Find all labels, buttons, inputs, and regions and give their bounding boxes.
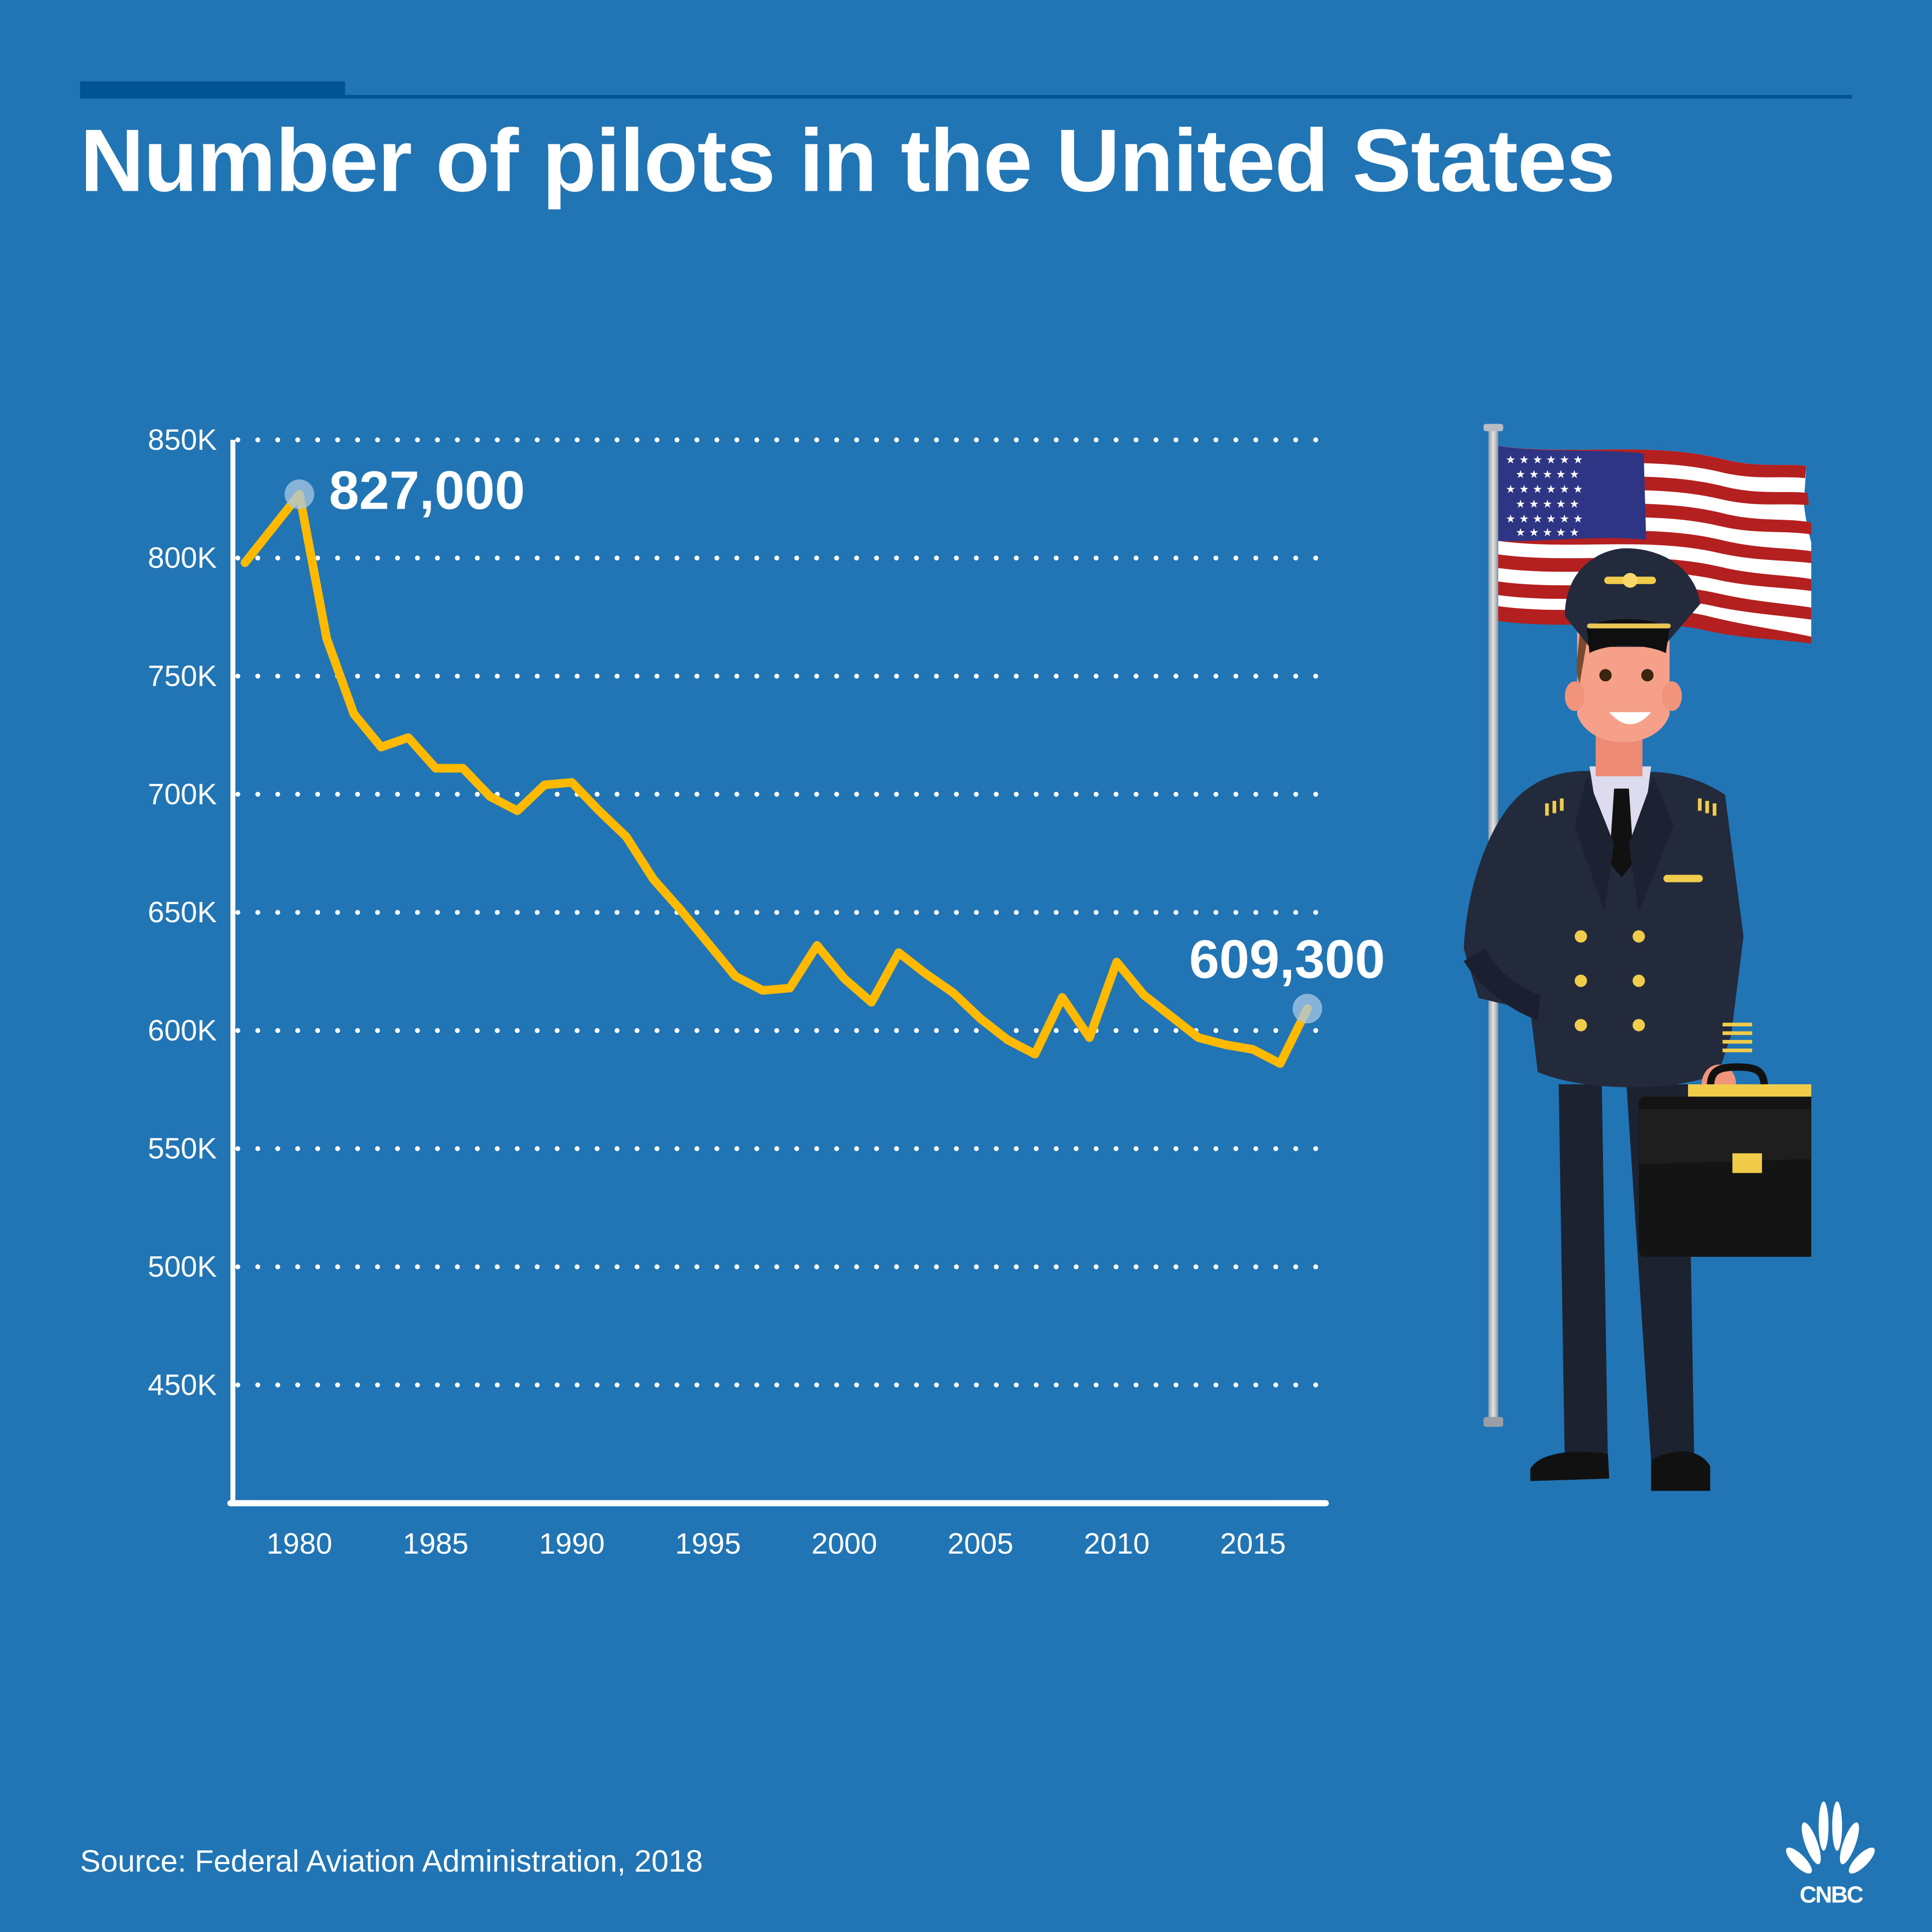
cnbc-wordmark: CNBC [1779, 1883, 1883, 1910]
cnbc-peacock-logo-icon [1779, 1799, 1883, 1881]
y-tick-label: 550K [148, 1133, 217, 1165]
cnbc-logo: CNBC [1779, 1799, 1883, 1910]
y-tick-label: 450K [148, 1369, 217, 1401]
x-tick-labels: 1980 1985 1990 1995 2000 2005 2010 2015 [267, 1527, 1286, 1560]
svg-text:★ ★ ★ ★ ★ ★: ★ ★ ★ ★ ★ ★ [1506, 484, 1583, 496]
svg-text:★ ★ ★ ★ ★: ★ ★ ★ ★ ★ [1515, 498, 1579, 511]
y-tick-label: 700K [148, 778, 217, 811]
svg-text:★ ★ ★ ★ ★ ★: ★ ★ ★ ★ ★ ★ [1506, 513, 1583, 525]
svg-text:★ ★ ★ ★ ★ ★: ★ ★ ★ ★ ★ ★ [1506, 454, 1583, 466]
gridlines [238, 440, 1321, 1385]
highlight-marker [1293, 994, 1322, 1023]
x-tick-label: 1980 [267, 1527, 333, 1560]
annotations: 827,000 609,300 [285, 460, 1385, 1023]
x-tick-label: 1990 [539, 1527, 605, 1560]
y-tick-label: 800K [148, 542, 217, 575]
pilot-icon [1464, 548, 1752, 1491]
x-tick-label: 2010 [1084, 1527, 1150, 1560]
y-tick-label: 600K [148, 1014, 217, 1047]
y-tick-labels: 450K 500K 550K 600K 650K 700K 750K 800K 850K [148, 424, 217, 1401]
y-tick-label: 650K [148, 896, 217, 929]
data-label: 827,000 [329, 460, 525, 521]
y-tick-label: 500K [148, 1250, 217, 1283]
y-tick-label: 750K [148, 660, 217, 692]
x-tick-label: 2005 [947, 1527, 1013, 1560]
x-tick-label: 1985 [403, 1527, 468, 1560]
svg-text:★ ★ ★ ★ ★: ★ ★ ★ ★ ★ [1515, 468, 1579, 481]
x-tick-label: 1995 [675, 1527, 741, 1560]
data-label: 609,300 [1189, 928, 1385, 989]
highlight-marker [285, 479, 314, 509]
series-line [245, 494, 1308, 1064]
svg-text:★ ★ ★ ★ ★: ★ ★ ★ ★ ★ [1515, 526, 1579, 539]
x-tick-label: 2000 [812, 1527, 877, 1560]
pilot-illustration: ★ ★ ★ ★ ★ ★ ★ ★ ★ ★ ★ ★ ★ ★ ★ ★ ★ ★ ★ ★ … [1441, 419, 1811, 1528]
y-tick-label: 850K [148, 424, 217, 456]
axes [230, 440, 1326, 1503]
series-pilots [245, 494, 1308, 1064]
x-tick-label: 2015 [1220, 1527, 1286, 1560]
source-note: Source: Federal Aviation Administration,… [80, 1844, 703, 1880]
